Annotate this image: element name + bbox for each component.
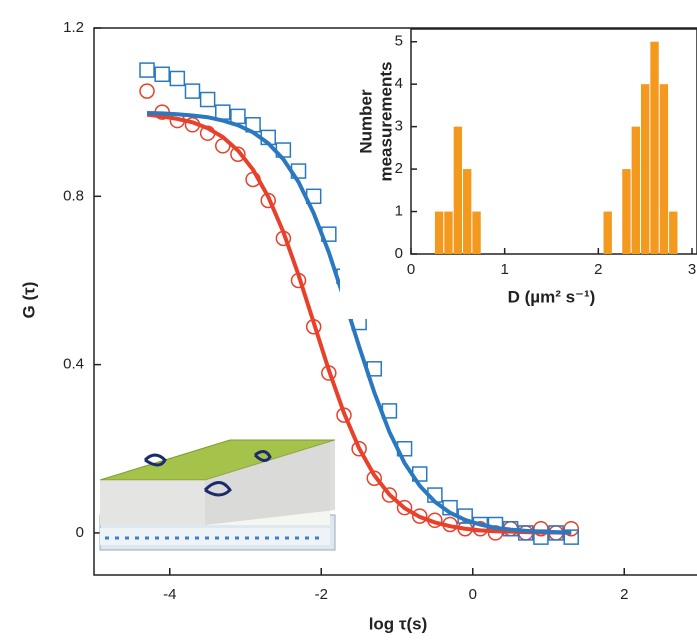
histogram-bar (453, 126, 463, 254)
y-tick-label: 1.2 (63, 19, 84, 36)
x-axis-label: log τ(s) (369, 614, 428, 633)
data-point (215, 104, 231, 120)
inset-frame (410, 28, 697, 255)
y-tick-label: 0.8 (63, 187, 84, 204)
x-tick-label: -4 (163, 586, 176, 603)
data-point (563, 529, 579, 545)
data-point (563, 520, 579, 537)
data-point (351, 441, 367, 457)
histogram-bar (434, 211, 444, 254)
data-point (139, 62, 155, 78)
histogram-bar (650, 41, 659, 255)
x-tick-label: 1 (500, 261, 508, 278)
data-point (411, 508, 428, 524)
histogram-bar (463, 169, 472, 254)
y-axis-label: Number (356, 89, 375, 154)
data-point (230, 108, 246, 125)
data-point (396, 499, 413, 516)
y-tick-label: 5 (395, 33, 403, 50)
y-axis-label: G (τ) (19, 282, 38, 319)
data-point (230, 146, 246, 162)
membrane-illustration (99, 439, 336, 551)
x-axis-label: D (µm² s⁻¹) (508, 287, 596, 306)
histogram-bar (659, 84, 669, 254)
data-point (381, 487, 398, 503)
y-tick-label: 1 (395, 203, 403, 220)
y-tick-label: 4 (395, 75, 403, 92)
x-tick-label: 2 (594, 261, 602, 278)
x-tick-label: 0 (469, 586, 477, 603)
y-axis-label: measurements (376, 61, 395, 181)
x-tick-label: 2 (620, 586, 628, 603)
y-tick-label: 0 (76, 524, 84, 541)
data-point (154, 66, 170, 83)
data-point (139, 83, 155, 99)
y-tick-label: 0 (395, 245, 403, 262)
histogram-bar (669, 211, 678, 254)
data-point (199, 91, 216, 108)
data-point (169, 70, 186, 87)
histogram-bar (603, 211, 612, 254)
y-tick-label: 0.4 (63, 356, 84, 373)
data-point (533, 520, 549, 537)
fit-line (146, 112, 572, 535)
y-tick-label: 3 (395, 118, 403, 135)
y-tick-label: 2 (395, 160, 403, 177)
x-tick-label: 0 (407, 261, 415, 278)
plot-frame (93, 27, 697, 576)
histogram-bar (622, 169, 631, 254)
histogram-bar (472, 211, 481, 254)
data-point (184, 83, 201, 99)
x-tick-label: -2 (315, 586, 328, 603)
x-tick-label: 3 (688, 261, 696, 278)
histogram-bar (640, 84, 650, 254)
histogram-bar (631, 126, 640, 254)
histogram-bar (444, 211, 453, 254)
fit-line (146, 110, 572, 535)
